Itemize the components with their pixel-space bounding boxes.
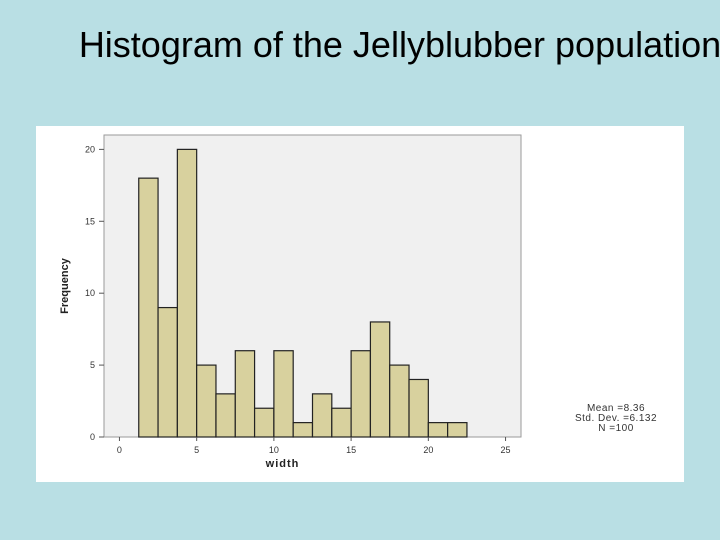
histogram-bar — [234, 350, 256, 438]
x-tick-label: 15 — [346, 445, 356, 455]
histogram-bar — [138, 177, 159, 438]
histogram-bar — [427, 422, 449, 438]
histogram-bar — [196, 364, 217, 438]
histogram-bar — [408, 378, 429, 438]
chart-panel: 0 5 10 15 20 0 5 10 15 20 25 width Frequency Mean =8… — [36, 126, 684, 482]
histogram-bar — [215, 393, 236, 438]
slide-title: Histogram of the Jellyblubber population — [78, 24, 720, 65]
histogram-bar — [311, 393, 333, 438]
histogram-bar — [157, 306, 178, 438]
histogram-chart: 0 5 10 15 20 0 5 10 15 20 25 width Frequency — [59, 134, 522, 470]
x-tick-label: 10 — [269, 445, 279, 455]
x-tick-label: 5 — [194, 445, 199, 455]
x-tick-label: 20 — [423, 445, 433, 455]
y-tick-label: 5 — [90, 360, 95, 370]
histogram-bar — [350, 350, 372, 438]
histogram-bar — [253, 407, 275, 438]
x-tick-label: 25 — [501, 445, 511, 455]
histogram-bar — [176, 148, 198, 438]
histogram-bar — [273, 350, 294, 438]
histogram-bar — [447, 422, 468, 438]
y-axis-label: Frequency — [59, 257, 71, 314]
y-tick-label: 20 — [85, 144, 95, 154]
x-axis-label: width — [265, 458, 300, 470]
stats-n: N =100 — [598, 423, 634, 434]
stats-std: Std. Dev. =6.132 — [574, 413, 658, 424]
y-tick-label: 15 — [85, 216, 95, 226]
histogram-bar — [331, 407, 352, 438]
stats-box: Mean =8.36 Std. Dev. =6.132 N =100 — [556, 404, 676, 434]
x-tick-label: 0 — [117, 445, 122, 455]
histogram-bar — [292, 422, 314, 438]
y-tick-label: 10 — [85, 288, 95, 298]
histogram-bar — [389, 364, 410, 438]
y-tick-label: 0 — [90, 432, 95, 442]
stats-mean: Mean =8.36 — [586, 403, 646, 414]
histogram-bar — [369, 321, 391, 438]
